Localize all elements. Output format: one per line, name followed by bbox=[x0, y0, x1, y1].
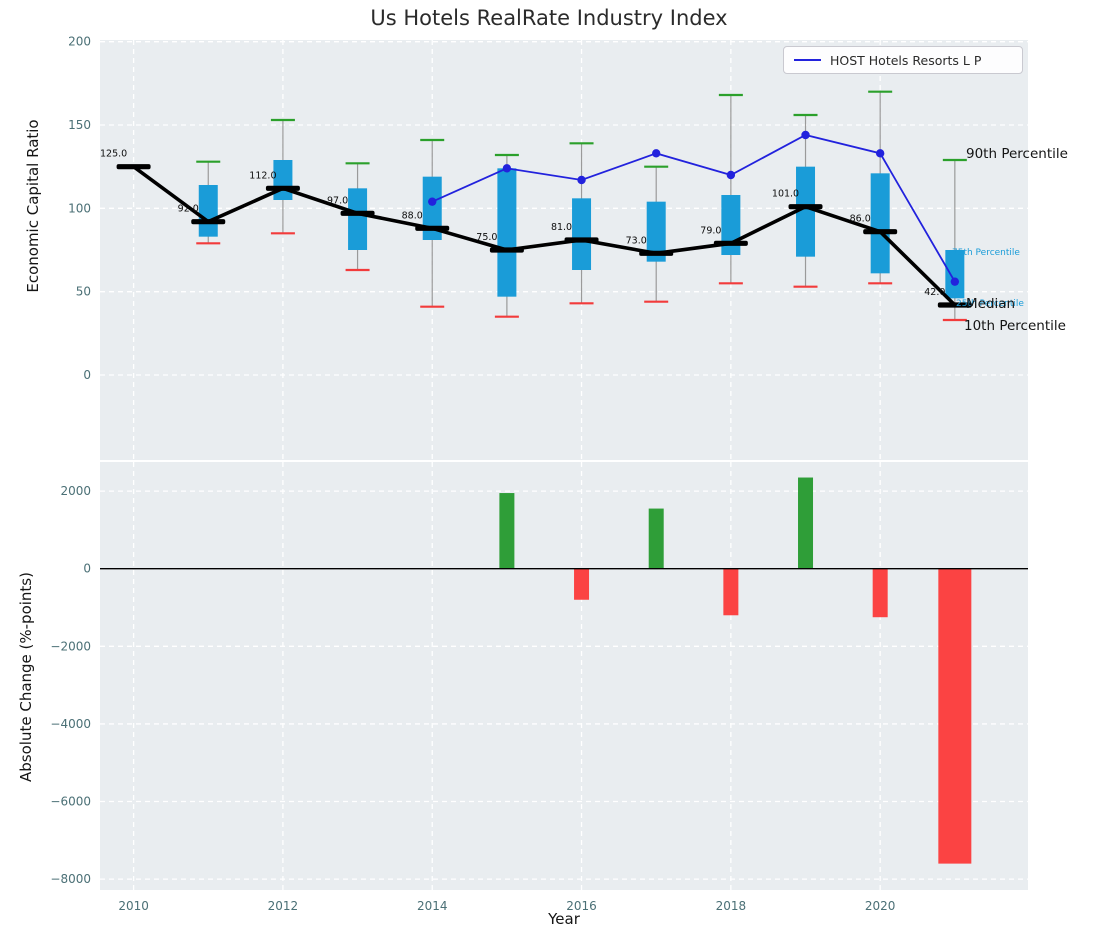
y-tick-label: 50 bbox=[76, 285, 91, 299]
change-bar-2020 bbox=[872, 568, 888, 618]
host-marker bbox=[875, 149, 885, 158]
iqr-box bbox=[646, 201, 666, 262]
host-line bbox=[431, 134, 956, 283]
iqr-box bbox=[198, 185, 218, 237]
x-tick-label: 2018 bbox=[716, 899, 747, 913]
median-value-label: 92.0 bbox=[178, 204, 199, 215]
p90-annotation: 90th Percentile bbox=[966, 146, 1068, 162]
x-tick-label: 2014 bbox=[417, 899, 448, 913]
median-value-label: 86.0 bbox=[850, 214, 871, 225]
median-marker bbox=[265, 185, 300, 191]
legend-line-sample-icon bbox=[794, 59, 821, 61]
y-tick-label: 2000 bbox=[60, 484, 91, 498]
p75-annotation: 75th Percentile bbox=[952, 248, 1020, 258]
iqr-box bbox=[796, 166, 816, 257]
host-marker bbox=[502, 164, 512, 173]
host-marker bbox=[726, 170, 736, 180]
x-tick-label: 2020 bbox=[865, 899, 896, 913]
median-marker bbox=[489, 247, 524, 253]
change-bar-2017 bbox=[648, 508, 664, 569]
x-tick-label: 2016 bbox=[566, 899, 597, 913]
median-marker bbox=[639, 250, 674, 256]
y-tick-label: −4000 bbox=[50, 717, 91, 731]
iqr-box bbox=[497, 168, 517, 297]
x-tick-label: 2010 bbox=[118, 899, 149, 913]
x-axis-label: Year bbox=[548, 910, 580, 928]
x-tick-label: 2012 bbox=[268, 899, 299, 913]
top-y-axis-label: Economic Capital Ratio bbox=[24, 119, 42, 293]
median-marker bbox=[415, 225, 450, 231]
median-value-label: 88.0 bbox=[402, 210, 423, 221]
median-marker bbox=[713, 240, 748, 246]
median-line bbox=[132, 165, 957, 307]
iqr-box bbox=[870, 173, 890, 274]
y-tick-label: −6000 bbox=[50, 795, 91, 809]
legend: HOST Hotels Resorts L P bbox=[783, 46, 1023, 74]
median-value-label: 112.0 bbox=[249, 170, 276, 181]
change-bar-2016 bbox=[574, 568, 590, 600]
iqr-box bbox=[945, 250, 965, 299]
median-value-label: 97.0 bbox=[327, 195, 348, 206]
p25-annotation: 25th Percentile bbox=[956, 299, 1024, 309]
median-value-label: 73.0 bbox=[626, 235, 647, 246]
host-marker bbox=[801, 130, 810, 140]
median-marker bbox=[340, 210, 375, 216]
bottom-y-axis-label: Absolute Change (%-points) bbox=[17, 572, 35, 782]
y-tick-label: 100 bbox=[68, 201, 91, 215]
median-annotation: Median bbox=[966, 296, 1016, 312]
median-value-label: 125.0 bbox=[100, 149, 127, 160]
median-marker bbox=[191, 219, 226, 225]
iqr-box bbox=[348, 188, 368, 250]
host-marker bbox=[950, 277, 960, 286]
median-marker bbox=[564, 237, 599, 243]
median-value-label: 101.0 bbox=[772, 189, 799, 200]
median-value-label: 42.0 bbox=[924, 287, 945, 298]
iqr-box bbox=[422, 176, 442, 240]
y-tick-label: −2000 bbox=[50, 639, 91, 653]
host-marker bbox=[577, 175, 586, 185]
median-value-label: 81.0 bbox=[551, 222, 572, 233]
p10-annotation: 10th Percentile bbox=[964, 318, 1066, 334]
median-value-label: 75.0 bbox=[476, 232, 497, 243]
chart-title: Us Hotels RealRate Industry Index bbox=[370, 6, 728, 30]
y-tick-label: −8000 bbox=[50, 872, 91, 886]
median-marker bbox=[116, 164, 151, 170]
median-marker bbox=[863, 229, 898, 235]
change-bar-2019 bbox=[798, 477, 814, 569]
y-tick-label: 150 bbox=[68, 118, 91, 132]
median-value-label: 79.0 bbox=[700, 225, 721, 236]
change-bar-2018 bbox=[723, 568, 739, 616]
median-marker bbox=[937, 302, 972, 308]
iqr-box bbox=[572, 198, 592, 270]
legend-label: HOST Hotels Resorts L P bbox=[830, 52, 982, 68]
y-tick-label: 0 bbox=[83, 562, 91, 576]
change-bar-2021 bbox=[938, 568, 972, 864]
bottom-plot-area bbox=[100, 462, 1028, 890]
median-marker bbox=[788, 204, 823, 210]
change-bar-2015 bbox=[499, 493, 515, 569]
y-tick-label: 0 bbox=[83, 368, 91, 382]
host-marker bbox=[652, 149, 661, 158]
host-marker bbox=[428, 197, 437, 206]
y-tick-label: 200 bbox=[68, 35, 91, 49]
